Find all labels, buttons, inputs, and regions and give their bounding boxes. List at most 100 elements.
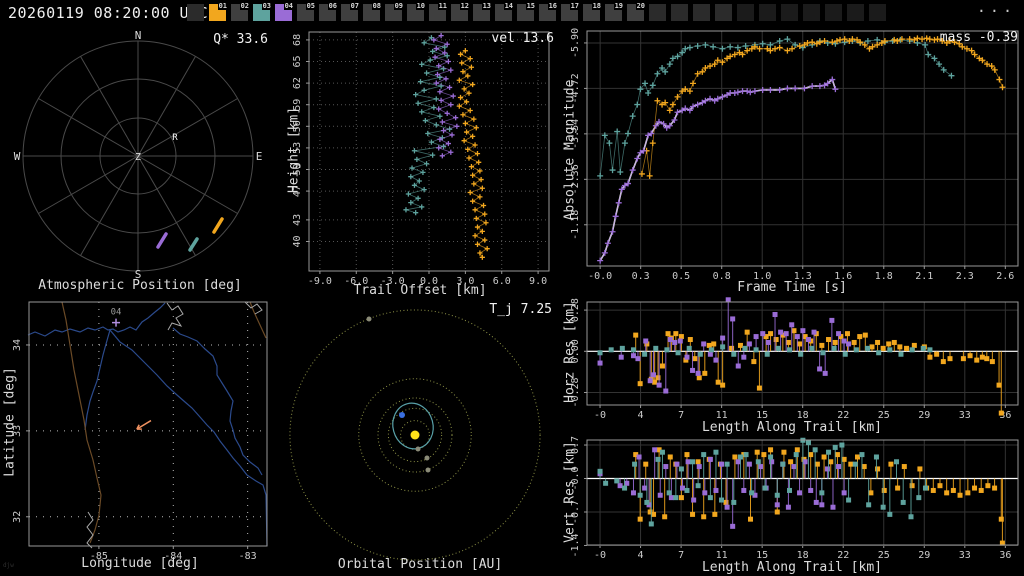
station-tab-empty-28[interactable]: [803, 4, 820, 21]
station-tab-empty-23[interactable]: [693, 4, 710, 21]
trail-offset-chart: -9.0-6.0-3.00.03.06.09.06865625956535047…: [280, 28, 560, 296]
station-tab-15[interactable]: 15: [517, 4, 534, 21]
station-tab-08[interactable]: 08: [363, 4, 380, 21]
tisserand-stat-readout: T_j 7.25: [489, 302, 552, 317]
station-tab-19[interactable]: 19: [605, 4, 622, 21]
svg-text:40: 40: [292, 235, 303, 247]
top-bar: 20260119 08:20:00 UTC 01 02 03 04 0506 07 08 09…: [0, 0, 1024, 26]
station-tab-number: 17: [570, 2, 580, 10]
station-tab-18[interactable]: 18: [583, 4, 600, 21]
station-tab-04[interactable]: 04: [275, 4, 292, 21]
absolute-magnitude-axis-label: Absolute Magnitude: [563, 80, 578, 221]
svg-text:Z: Z: [135, 152, 141, 163]
velocity-stat-readout: vel 13.6: [491, 31, 554, 46]
watermark: djw: [3, 562, 14, 569]
atmospheric-position-panel: NSWEZR Q* 33.6 Atmospheric Position [deg…: [0, 28, 280, 296]
vert-res-axis-label: Vert Res [km]: [563, 441, 578, 543]
vert-length-axis-title: Length Along Trail [km]: [560, 560, 1024, 575]
station-tab-number: 05: [306, 2, 316, 10]
ground-track-map: -85-84-8334333204: [0, 296, 280, 576]
meteor-analysis-app: 20260119 08:20:00 UTC 01 02 03 04 0506 07 08 09…: [0, 0, 1024, 576]
station-tab-number: 02: [240, 2, 250, 10]
mass-stat-readout: mass -0.39: [940, 30, 1018, 45]
svg-text:62: 62: [292, 77, 303, 89]
station-tab-number: 01: [218, 2, 228, 10]
horz-length-axis-title: Length Along Trail [km]: [560, 420, 1024, 435]
station-tab-number: 16: [548, 2, 558, 10]
orbital-position-chart: [280, 296, 560, 576]
svg-text:-5.90: -5.90: [570, 28, 581, 58]
station-tab-number: 14: [504, 2, 514, 10]
utc-timestamp: 20260119 08:20:00 UTC: [8, 4, 208, 22]
station-tab-10[interactable]: 10: [407, 4, 424, 21]
station-tab-05[interactable]: 05: [297, 4, 314, 21]
atmospheric-position-title: Atmospheric Position [deg]: [0, 278, 280, 293]
height-axis-label: Height [km]: [287, 107, 302, 193]
atmospheric-position-chart: NSWEZR: [0, 28, 280, 296]
station-tab-17[interactable]: 17: [561, 4, 578, 21]
station-tab-01[interactable]: 01: [209, 4, 226, 21]
station-tab-number: 11: [438, 2, 448, 10]
station-tab-09[interactable]: 09: [385, 4, 402, 21]
station-tab-strip: 01 02 03 04 0506 07 08 09 10 11 12 13 14 15 16 17 18 19 20: [187, 4, 891, 22]
station-tab-empty-27[interactable]: [781, 4, 798, 21]
svg-text:43: 43: [292, 214, 303, 226]
station-tab-empty-29[interactable]: [825, 4, 842, 21]
station-tab-empty-0[interactable]: [187, 4, 204, 21]
trail-offset-panel: -9.0-6.0-3.00.03.06.09.06865625956535047…: [280, 28, 560, 296]
station-tab-14[interactable]: 14: [495, 4, 512, 21]
station-tab-number: 15: [526, 2, 536, 10]
vertical-residuals-panel: -04711151822252933360.7-0.0-0.7-1.4 Vert…: [560, 436, 1024, 576]
horizontal-residuals-chart: -04711151822252933360.280.00-0.28: [560, 296, 1024, 436]
station-tab-20[interactable]: 20: [627, 4, 644, 21]
q-stat-readout: Q* 33.6: [213, 32, 268, 47]
station-tab-number: 18: [592, 2, 602, 10]
station-tab-number: 20: [636, 2, 646, 10]
latitude-axis-label: Latitude [deg]: [3, 367, 18, 477]
svg-text:34: 34: [12, 339, 23, 351]
station-tab-number: 08: [372, 2, 382, 10]
station-tab-16[interactable]: 16: [539, 4, 556, 21]
svg-text:68: 68: [292, 34, 303, 46]
station-tab-number: 13: [482, 2, 492, 10]
svg-text:N: N: [135, 29, 142, 42]
svg-text:R: R: [172, 133, 178, 143]
horizontal-residuals-panel: -04711151822252933360.280.00-0.28 Horz R…: [560, 296, 1024, 436]
station-tab-number: 19: [614, 2, 624, 10]
ground-track-map-panel: -85-84-8334333204 Latitude [deg] Longitu…: [0, 296, 280, 576]
station-tab-empty-31[interactable]: [869, 4, 886, 21]
svg-text:65: 65: [292, 55, 303, 67]
station-tab-number: 07: [350, 2, 360, 10]
vertical-residuals-chart: -04711151822252933360.7-0.0-0.7-1.4: [560, 436, 1024, 576]
overflow-menu-button[interactable]: ···: [977, 2, 1016, 20]
horz-res-axis-label: Horz Res [km]: [563, 301, 578, 403]
light-curve-panel: -0.00.30.50.81.01.31.61.82.12.32.6-5.90-…: [560, 28, 1024, 296]
station-tab-empty-25[interactable]: [737, 4, 754, 21]
station-tab-number: 09: [394, 2, 404, 10]
station-tab-empty-24[interactable]: [715, 4, 732, 21]
station-tab-empty-22[interactable]: [671, 4, 688, 21]
station-tab-number: 04: [284, 2, 294, 10]
svg-text:04: 04: [111, 308, 122, 318]
station-tab-06[interactable]: 06: [319, 4, 336, 21]
station-tab-13[interactable]: 13: [473, 4, 490, 21]
station-tab-07[interactable]: 07: [341, 4, 358, 21]
station-tab-empty-21[interactable]: [649, 4, 666, 21]
station-tab-03[interactable]: 03: [253, 4, 270, 21]
station-tab-number: 10: [416, 2, 426, 10]
station-tab-empty-30[interactable]: [847, 4, 864, 21]
station-tab-11[interactable]: 11: [429, 4, 446, 21]
light-curve-chart: -0.00.30.50.81.01.31.61.82.12.32.6-5.90-…: [560, 28, 1024, 296]
svg-text:E: E: [256, 150, 263, 163]
orbital-position-panel: T_j 7.25 Orbital Position [AU]: [280, 296, 560, 576]
station-tab-number: 12: [460, 2, 470, 10]
longitude-axis-title: Longitude [deg]: [0, 556, 280, 571]
orbital-position-title: Orbital Position [AU]: [280, 557, 560, 572]
station-tab-12[interactable]: 12: [451, 4, 468, 21]
frame-time-axis-title: Frame Time [s]: [560, 280, 1024, 295]
station-tab-empty-26[interactable]: [759, 4, 776, 21]
svg-text:32: 32: [12, 511, 23, 523]
station-tab-number: 03: [262, 2, 272, 10]
station-tab-02[interactable]: 02: [231, 4, 248, 21]
svg-text:W: W: [14, 150, 21, 163]
